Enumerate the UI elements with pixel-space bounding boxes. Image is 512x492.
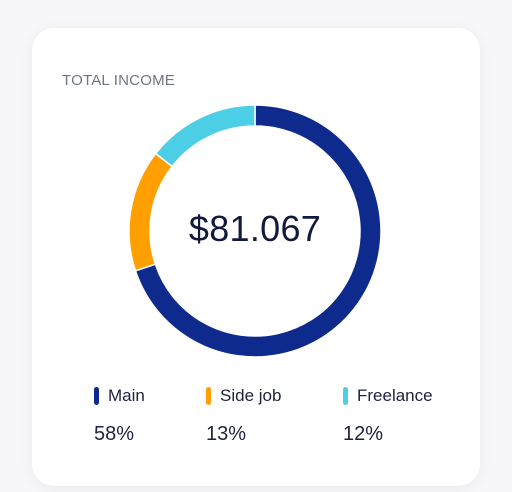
legend-item-freelance: Freelance 12% [343,386,483,446]
card-title: TOTAL INCOME [62,72,175,89]
legend-item-main: Main 58% [94,386,234,446]
legend-label-main: Main [108,386,145,405]
donut-slice-freelance [154,104,256,168]
legend-swatch-main [94,387,99,405]
legend-swatch-freelance [343,387,348,405]
legend-swatch-side-job [206,387,211,405]
legend-item-side-job: Side job 13% [206,386,346,446]
legend-percent-side-job: 13% [206,423,247,445]
donut-slice-main [134,104,382,358]
legend-percent-freelance: 12% [343,423,384,445]
total-income-value: $81.067 [188,208,322,249]
legend-label-freelance: Freelance [357,386,433,405]
legend-label-side-job: Side job [220,386,282,405]
legend-percent-main: 58% [94,423,135,445]
total-income-card: TOTAL INCOME $81.067 Main 58% Side job 1… [32,28,480,486]
donut-chart [128,104,382,358]
